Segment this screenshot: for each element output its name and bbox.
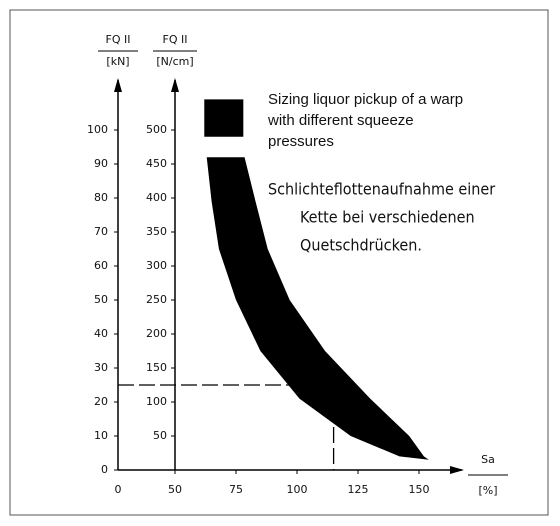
y-unit: [kN] [106, 55, 129, 68]
x-tick-label: 125 [348, 483, 369, 496]
y-tick-label: 90 [94, 157, 108, 170]
y-tick-label: 0 [101, 463, 108, 476]
y2-tick-label: 200 [146, 327, 167, 340]
y-tick-label: 40 [94, 327, 108, 340]
y-tick-label: 80 [94, 191, 108, 204]
y-tick-label: 70 [94, 225, 108, 238]
y2-tick-label: 250 [146, 293, 167, 306]
x-break-tick-label: 0 [115, 483, 122, 496]
y2-tick-label: 400 [146, 191, 167, 204]
y2-tick-label: 300 [146, 259, 167, 272]
y-tick-label: 100 [87, 123, 108, 136]
band-area [206, 157, 429, 460]
y-tick-label: 20 [94, 395, 108, 408]
y2-label: FQ II [163, 33, 188, 46]
title-line: with different squeeze [267, 112, 414, 129]
subtitle-line: Kette bei verschiedenen [300, 208, 475, 227]
y2-unit: [N/cm] [156, 55, 193, 68]
title-line: pressures [268, 133, 334, 150]
y-axis-arrow [114, 78, 122, 92]
y2-tick-label: 50 [153, 429, 167, 442]
subtitle-line: Quetschdrücken. [300, 236, 422, 255]
x-tick-label: 150 [409, 483, 430, 496]
title-line: Sizing liquor pickup of a warp [268, 91, 463, 108]
frame [9, 9, 549, 516]
y-tick-label: 60 [94, 259, 108, 272]
y-tick-label: 30 [94, 361, 108, 374]
x-tick-label: 100 [287, 483, 308, 496]
y2-tick-label: 500 [146, 123, 167, 136]
y-tick-label: 10 [94, 429, 108, 442]
x-tick-label: 75 [229, 483, 243, 496]
band-area [204, 99, 244, 137]
x-unit: [%] [478, 484, 497, 497]
x-tick-label: 50 [168, 483, 182, 496]
y-label: FQ II [106, 33, 131, 46]
y-tick-label: 50 [94, 293, 108, 306]
y2-axis-arrow [171, 78, 179, 92]
y2-tick-label: 450 [146, 157, 167, 170]
x-label: Sa [481, 453, 495, 466]
subtitle-line: Schlichteflottenaufnahme einer [268, 180, 495, 199]
y2-tick-label: 350 [146, 225, 167, 238]
x-axis-arrow [450, 466, 464, 474]
y2-tick-label: 150 [146, 361, 167, 374]
y2-tick-label: 100 [146, 395, 167, 408]
